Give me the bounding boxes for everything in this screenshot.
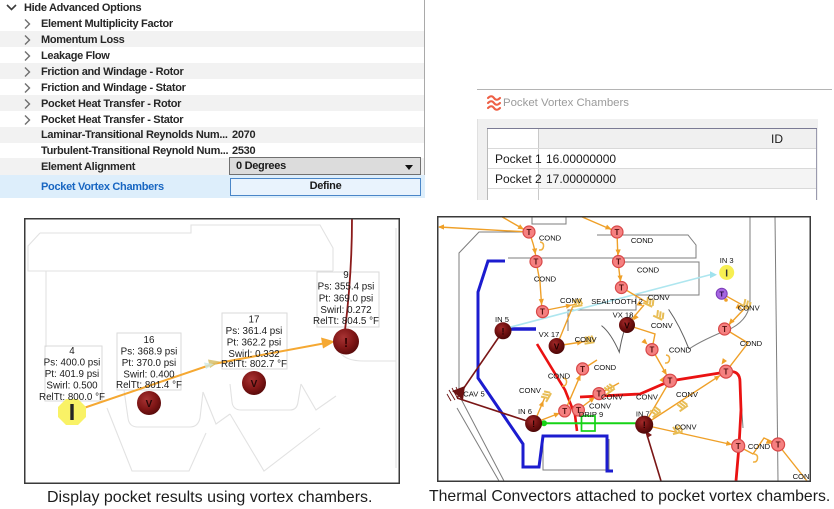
svg-text:T: T [576, 406, 581, 415]
svg-text:CONV: CONV [651, 321, 674, 330]
svg-text:Pt: 362.2 psi: Pt: 362.2 psi [227, 338, 281, 349]
svg-text:9: 9 [343, 270, 348, 281]
svg-text:CONV: CONV [648, 293, 671, 302]
svg-text:COND: COND [631, 236, 654, 245]
svg-text:Swirl: 0.332: Swirl: 0.332 [228, 349, 279, 360]
svg-text:CAV 5: CAV 5 [463, 390, 484, 399]
svg-text:COND: COND [740, 339, 763, 348]
svg-text:Pt: 370.0 psi: Pt: 370.0 psi [122, 358, 176, 369]
svg-text:Swirl: 0.500: Swirl: 0.500 [46, 381, 98, 392]
svg-text:V: V [624, 321, 630, 331]
svg-text:!: ! [344, 335, 348, 350]
svg-text:VX 18: VX 18 [613, 311, 634, 320]
svg-text:Ps: 368.9 psi: Ps: 368.9 psi [121, 347, 178, 358]
svg-text:T: T [615, 228, 620, 237]
svg-text:Swirl: 0.272: Swirl: 0.272 [320, 305, 371, 316]
svg-text:CONV: CONV [589, 401, 612, 410]
svg-text:!: ! [502, 326, 505, 336]
svg-text:T: T [650, 346, 655, 355]
svg-text:Ps: 355.4 psi: Ps: 355.4 psi [318, 282, 375, 293]
svg-text:V: V [146, 399, 153, 410]
svg-text:IN 5: IN 5 [495, 315, 509, 324]
svg-text:CONV: CONV [519, 386, 542, 395]
svg-text:CONV: CONV [601, 392, 624, 401]
svg-text:COND: COND [534, 275, 557, 284]
svg-text:I: I [725, 269, 728, 280]
svg-text:IN 3: IN 3 [720, 256, 734, 265]
svg-text:CONV: CONV [560, 296, 583, 305]
svg-text:T: T [540, 308, 545, 317]
svg-text:T: T [719, 290, 724, 299]
svg-text:COND: COND [637, 266, 660, 275]
svg-text:Pt: 401.9 psi: Pt: 401.9 psi [45, 369, 99, 380]
svg-text:SEALTOOTH 2: SEALTOOTH 2 [591, 297, 643, 306]
svg-text:COND: COND [539, 234, 562, 243]
svg-text:T: T [580, 365, 585, 374]
svg-text:CONV: CONV [575, 335, 598, 344]
svg-text:!: ! [643, 420, 646, 430]
svg-text:16: 16 [144, 335, 155, 346]
svg-text:COND: COND [594, 363, 617, 372]
svg-text:IN 7: IN 7 [636, 410, 650, 419]
svg-text:RelTt: 802.7 °F: RelTt: 802.7 °F [221, 359, 287, 370]
svg-text:Pt: 369.0 psi: Pt: 369.0 psi [319, 294, 373, 305]
svg-text:Ps: 361.4 psi: Ps: 361.4 psi [226, 326, 283, 337]
svg-text:IN 6: IN 6 [518, 407, 532, 416]
svg-text:V: V [554, 342, 560, 352]
svg-text:Swirl: 0.400: Swirl: 0.400 [123, 370, 175, 381]
svg-text:T: T [534, 258, 539, 267]
svg-text:RelTt: 801.4 °F: RelTt: 801.4 °F [116, 380, 182, 391]
svg-text:COND: COND [748, 442, 771, 451]
svg-text:CONV: CONV [738, 303, 761, 312]
svg-text:T: T [562, 407, 567, 416]
svg-text:COND: COND [669, 346, 692, 355]
svg-text:CONV: CONV [675, 423, 698, 432]
svg-text:T: T [597, 390, 602, 399]
svg-text:T: T [736, 442, 741, 451]
svg-text:T: T [776, 441, 781, 450]
svg-text:T: T [724, 368, 729, 377]
svg-text:17: 17 [249, 315, 260, 326]
svg-text:VX 17: VX 17 [539, 330, 560, 339]
svg-text:V: V [251, 379, 258, 390]
svg-text:T: T [527, 228, 532, 237]
svg-text:4: 4 [69, 346, 75, 357]
svg-text:RelTt: 804.5 °F: RelTt: 804.5 °F [313, 316, 379, 327]
svg-text:DRIP 9: DRIP 9 [579, 410, 603, 419]
svg-text:Ps: 400.0 psi: Ps: 400.0 psi [44, 358, 101, 369]
svg-text:CON: CON [793, 472, 810, 481]
svg-text:T: T [616, 258, 621, 267]
svg-text:CONV: CONV [676, 390, 699, 399]
svg-text:T: T [619, 284, 624, 293]
svg-text:COND: COND [548, 372, 571, 381]
svg-text:T: T [722, 325, 727, 334]
svg-text:T: T [668, 377, 673, 386]
svg-text:CONV: CONV [636, 392, 659, 401]
svg-text:!: ! [532, 419, 535, 429]
svg-text:RelTt: 800.0 °F: RelTt: 800.0 °F [39, 392, 105, 403]
